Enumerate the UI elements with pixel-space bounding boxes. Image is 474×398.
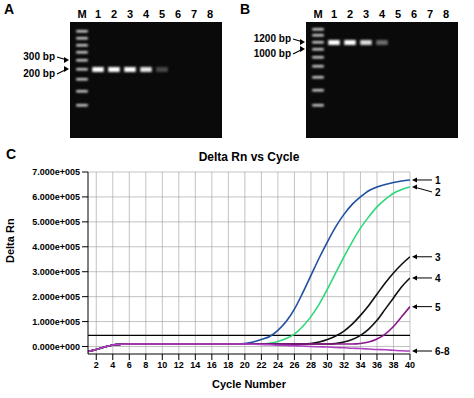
svg-text:1200 bp: 1200 bp xyxy=(254,33,291,44)
svg-text:6: 6 xyxy=(411,8,417,20)
svg-text:30: 30 xyxy=(322,360,332,370)
svg-text:28: 28 xyxy=(306,360,316,370)
svg-text:A: A xyxy=(4,1,14,17)
svg-text:1: 1 xyxy=(331,8,337,20)
svg-text:14: 14 xyxy=(190,360,200,370)
svg-text:24: 24 xyxy=(273,360,283,370)
svg-text:300 bp: 300 bp xyxy=(23,51,55,62)
svg-text:5: 5 xyxy=(395,8,401,20)
svg-text:2: 2 xyxy=(435,187,441,198)
svg-text:4: 4 xyxy=(435,273,441,284)
svg-text:12: 12 xyxy=(174,360,184,370)
svg-text:2: 2 xyxy=(111,8,117,20)
svg-text:7: 7 xyxy=(191,8,197,20)
svg-text:3: 3 xyxy=(435,252,441,263)
svg-text:6-8: 6-8 xyxy=(435,346,450,357)
svg-text:1.000e+005: 1.000e+005 xyxy=(32,317,80,327)
svg-text:6: 6 xyxy=(175,8,181,20)
svg-text:2: 2 xyxy=(94,360,99,370)
svg-text:200 bp: 200 bp xyxy=(23,68,55,79)
svg-text:8: 8 xyxy=(207,8,213,20)
html-text:C: C xyxy=(6,146,17,162)
svg-text:16: 16 xyxy=(207,360,217,370)
svg-text:40: 40 xyxy=(405,360,415,370)
svg-text:1: 1 xyxy=(435,175,441,186)
html-text:Delta Rn vs Cycle: Delta Rn vs Cycle xyxy=(198,150,300,164)
svg-text:5.000e+005: 5.000e+005 xyxy=(32,217,80,227)
svg-text:2: 2 xyxy=(347,8,353,20)
svg-text:2.000e+005: 2.000e+005 xyxy=(32,292,80,302)
svg-text:M: M xyxy=(313,8,322,20)
svg-text:3: 3 xyxy=(363,8,369,20)
svg-text:7.000e+005: 7.000e+005 xyxy=(32,167,80,177)
svg-text:18: 18 xyxy=(223,360,233,370)
svg-text:3.000e+005: 3.000e+005 xyxy=(32,267,80,277)
svg-text:6.000e+005: 6.000e+005 xyxy=(32,192,80,202)
svg-text:36: 36 xyxy=(372,360,382,370)
svg-text:6: 6 xyxy=(127,360,132,370)
svg-text:1000 bp: 1000 bp xyxy=(254,48,291,59)
svg-text:B: B xyxy=(240,1,250,17)
svg-text:8: 8 xyxy=(443,8,449,20)
svg-text:4: 4 xyxy=(379,8,386,20)
svg-text:3: 3 xyxy=(127,8,133,20)
svg-text:Cycle Number: Cycle Number xyxy=(212,378,287,390)
svg-text:34: 34 xyxy=(355,360,365,370)
svg-text:M: M xyxy=(77,8,86,20)
svg-text:32: 32 xyxy=(339,360,349,370)
svg-text:5: 5 xyxy=(159,8,165,20)
svg-text:1: 1 xyxy=(95,8,101,20)
svg-text:22: 22 xyxy=(256,360,266,370)
svg-text:4: 4 xyxy=(110,360,115,370)
svg-text:10: 10 xyxy=(157,360,167,370)
svg-text:7: 7 xyxy=(427,8,433,20)
svg-text:20: 20 xyxy=(240,360,250,370)
svg-text:26: 26 xyxy=(289,360,299,370)
svg-text:0.000e+000: 0.000e+000 xyxy=(32,342,80,352)
svg-text:5: 5 xyxy=(435,302,441,313)
svg-text:4: 4 xyxy=(143,8,150,20)
svg-text:38: 38 xyxy=(388,360,398,370)
svg-text:Delta Rn: Delta Rn xyxy=(4,218,16,263)
svg-text:8: 8 xyxy=(143,360,148,370)
svg-text:4.000e+005: 4.000e+005 xyxy=(32,242,80,252)
